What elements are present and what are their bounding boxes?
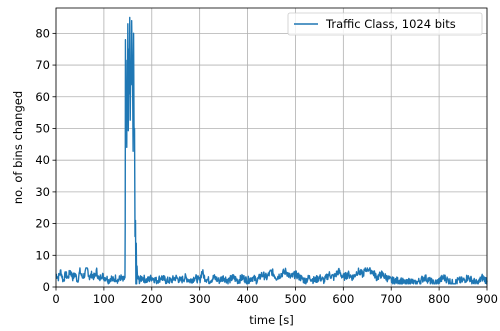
x-tick-label: 800 xyxy=(428,292,450,306)
legend-entry-label: Traffic Class, 1024 bits xyxy=(325,17,456,31)
y-tick-label: 60 xyxy=(35,90,50,104)
y-tick-label: 70 xyxy=(35,58,50,72)
y-tick-label: 50 xyxy=(35,121,50,135)
x-tick-label: 500 xyxy=(284,292,306,306)
y-tick-label: 80 xyxy=(35,26,50,40)
x-tick-label: 900 xyxy=(476,292,498,306)
ticks: 0 100 200 300 400 500 600 700 800 900 0 10 20 30 40 50 6… xyxy=(35,26,498,306)
x-axis-label: time [s] xyxy=(249,313,294,327)
grid xyxy=(55,8,488,288)
plot-area xyxy=(55,16,488,285)
x-tick-label: 100 xyxy=(93,292,115,306)
series-line xyxy=(55,16,488,285)
legend-box xyxy=(287,12,483,36)
y-axis-label: no. of bins changed xyxy=(11,91,25,204)
legend: Traffic Class, 1024 bits xyxy=(287,12,483,36)
y-tick-label: 20 xyxy=(35,217,50,231)
x-tick-label: 600 xyxy=(332,292,354,306)
y-tick-label: 30 xyxy=(35,185,50,199)
x-tick-label: 200 xyxy=(141,292,163,306)
x-tick-label: 400 xyxy=(237,292,259,306)
x-tick-label: 700 xyxy=(380,292,402,306)
y-tick-label: 10 xyxy=(35,248,50,262)
y-tick-label: 0 xyxy=(43,280,50,294)
x-tick-label: 0 xyxy=(52,292,59,306)
x-tick-label: 300 xyxy=(189,292,211,306)
y-tick-label: 40 xyxy=(35,153,50,167)
axes-frame xyxy=(55,7,488,288)
